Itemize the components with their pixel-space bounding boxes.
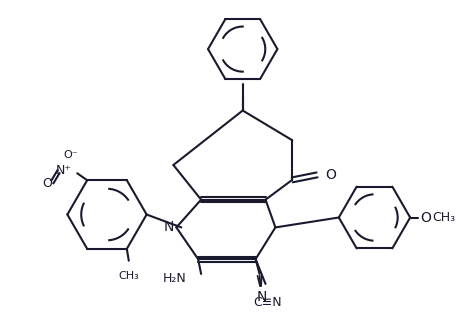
- Text: O: O: [420, 211, 431, 224]
- Text: H₂N: H₂N: [162, 273, 186, 285]
- Text: O⁻: O⁻: [63, 150, 78, 160]
- Text: CH₃: CH₃: [118, 271, 139, 280]
- Text: O: O: [325, 168, 336, 182]
- Text: CH₃: CH₃: [432, 211, 455, 224]
- Text: O: O: [43, 177, 52, 190]
- Text: C≡N: C≡N: [253, 296, 282, 309]
- Text: N: N: [164, 220, 174, 234]
- Text: N⁺: N⁺: [56, 164, 72, 177]
- Text: N: N: [257, 290, 267, 304]
